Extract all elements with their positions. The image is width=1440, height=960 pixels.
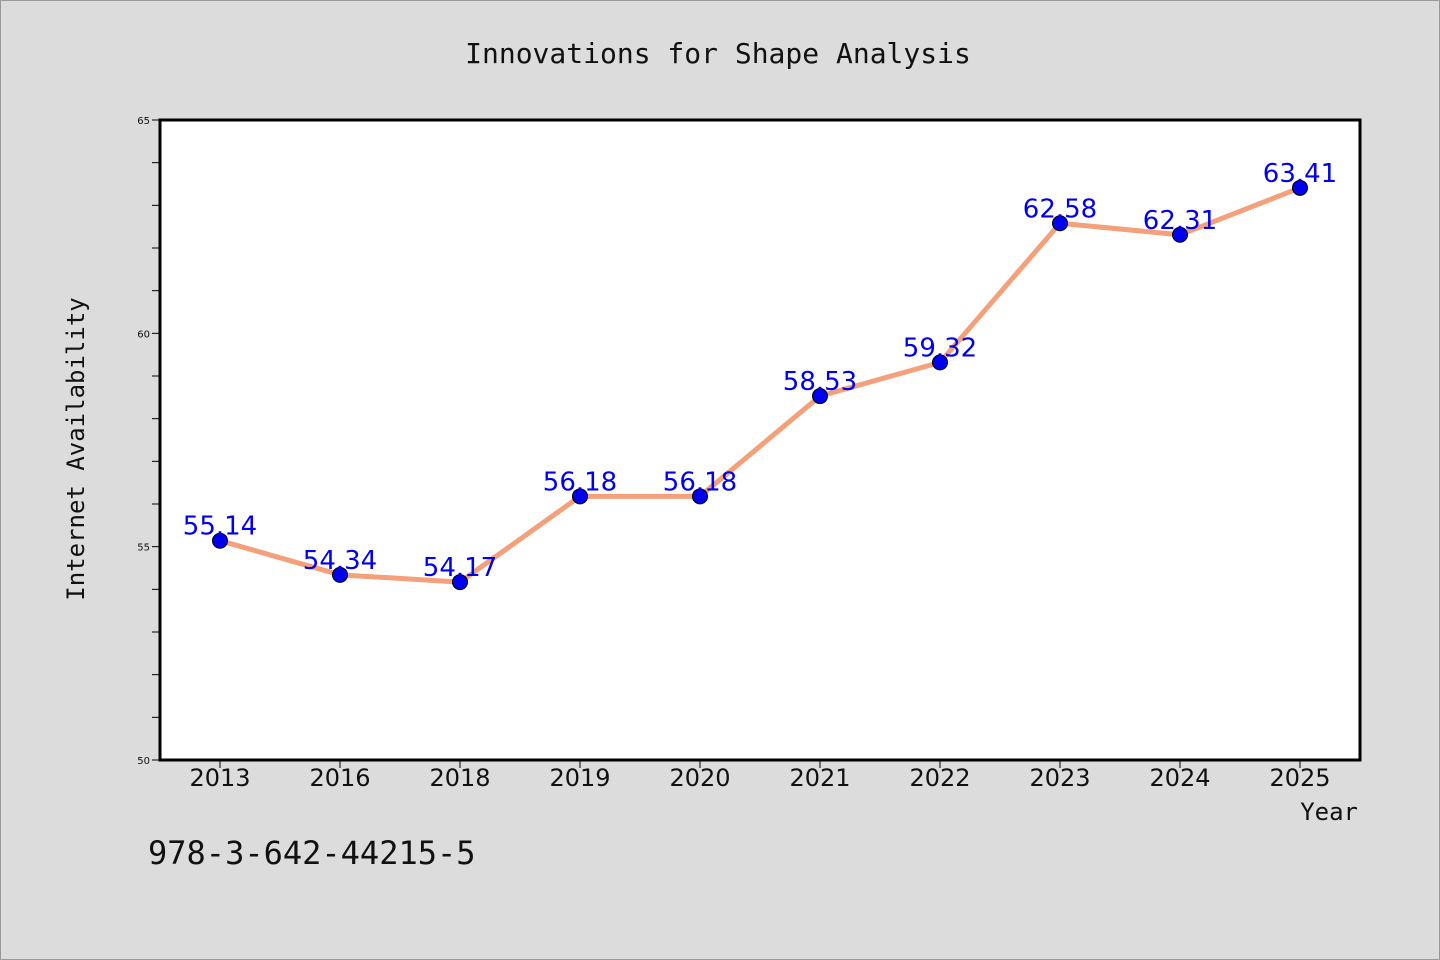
isbn-annotation: 978-3-642-44215-5 — [148, 834, 476, 872]
y-tick-label: 65 — [137, 116, 150, 127]
data-point — [1172, 226, 1188, 243]
series-line — [217, 185, 1303, 585]
x-tick-label: 2016 — [309, 764, 370, 792]
x-tick-label: 2018 — [429, 764, 490, 792]
data-point — [692, 488, 708, 505]
x-tick-label: 2020 — [669, 764, 730, 792]
x-tick-label: 2013 — [189, 764, 250, 792]
data-label: 54.17 — [423, 553, 497, 583]
data-label: 58.53 — [783, 367, 857, 397]
x-axis-label: Year — [1300, 798, 1358, 826]
data-label: 62.31 — [1143, 206, 1217, 236]
data-point — [452, 574, 468, 591]
data-label: 56.18 — [543, 467, 617, 497]
data-markers — [212, 179, 1308, 591]
chart-title: Innovations for Shape Analysis — [465, 37, 971, 70]
y-tick-label: 55 — [137, 543, 150, 554]
data-point — [212, 532, 228, 549]
plot-area — [160, 120, 1360, 760]
y-tick-label: 50 — [137, 756, 150, 767]
x-axis-ticks: 2013 2016 2018 2019 2020 2021 2022 2023 2024 2025 — [189, 760, 1331, 792]
data-labels: 55.14 54.34 54.17 56.18 56.18 58.53 59.32 62.58… — [183, 159, 1337, 583]
x-tick-label: 2022 — [909, 764, 970, 792]
x-tick-label: 2021 — [789, 764, 850, 792]
data-point — [1052, 215, 1068, 232]
data-point — [572, 488, 588, 505]
x-tick-label: 2019 — [549, 764, 610, 792]
data-point — [1292, 179, 1308, 196]
plot-frame — [158, 118, 1362, 762]
x-tick-label: 2023 — [1029, 764, 1090, 792]
data-label: 59.32 — [903, 333, 977, 363]
x-tick-label: 2025 — [1269, 764, 1330, 792]
data-label: 54.34 — [303, 546, 377, 576]
x-tick-label: 2024 — [1149, 764, 1210, 792]
data-point — [812, 388, 828, 405]
y-axis-label: Internet Availability — [62, 297, 90, 600]
data-label: 55.14 — [183, 512, 257, 542]
data-point — [332, 566, 348, 583]
data-label: 62.58 — [1023, 194, 1097, 224]
data-label: 63.41 — [1263, 159, 1337, 189]
data-label: 56.18 — [663, 467, 737, 497]
data-point — [932, 354, 948, 371]
y-tick-label: 60 — [137, 329, 150, 340]
